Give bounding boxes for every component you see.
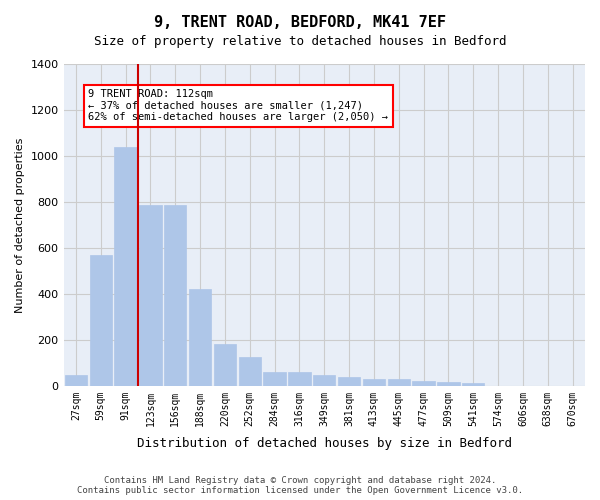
Text: Contains HM Land Registry data © Crown copyright and database right 2024.
Contai: Contains HM Land Registry data © Crown c… [77,476,523,495]
Bar [263,372,286,386]
Bar [288,372,311,386]
Bar [313,376,335,386]
Bar [189,289,211,386]
Bar [437,382,460,386]
X-axis label: Distribution of detached houses by size in Bedford: Distribution of detached houses by size … [137,437,512,450]
Bar [388,380,410,386]
Text: Size of property relative to detached houses in Bedford: Size of property relative to detached ho… [94,35,506,48]
Bar [65,376,87,386]
Bar [239,357,261,386]
Bar [115,146,137,386]
Bar [338,376,360,386]
Bar [214,344,236,386]
Text: 9 TRENT ROAD: 112sqm
← 37% of detached houses are smaller (1,247)
62% of semi-de: 9 TRENT ROAD: 112sqm ← 37% of detached h… [88,90,388,122]
Bar [89,255,112,386]
Text: 9, TRENT ROAD, BEDFORD, MK41 7EF: 9, TRENT ROAD, BEDFORD, MK41 7EF [154,15,446,30]
Bar [164,206,187,386]
Bar [139,206,161,386]
Bar [412,380,435,386]
Bar [462,383,484,386]
Y-axis label: Number of detached properties: Number of detached properties [15,137,25,312]
Bar [363,380,385,386]
